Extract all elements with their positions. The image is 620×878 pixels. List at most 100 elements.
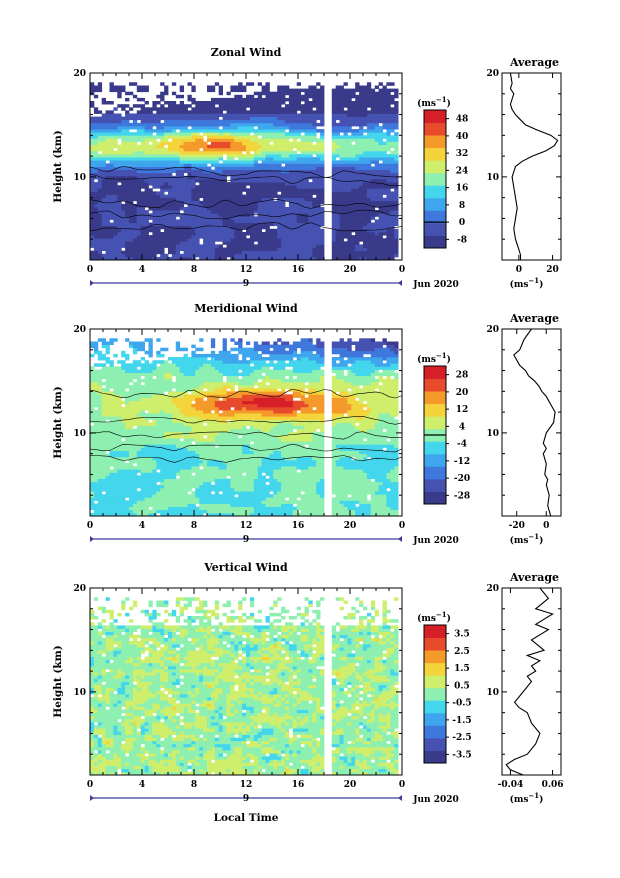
heatmap-cell — [359, 220, 363, 224]
heatmap-cell — [121, 132, 125, 136]
heatmap-cell — [301, 198, 305, 202]
heatmap-cell — [102, 223, 106, 227]
heatmap-cell — [184, 223, 188, 227]
heatmap-cell — [359, 138, 363, 142]
heatmap-cell — [152, 432, 156, 436]
heatmap-cell — [149, 404, 153, 408]
heatmap-cell — [305, 201, 309, 205]
heatmap-cell — [94, 472, 98, 476]
heatmap-cell — [191, 107, 195, 111]
heatmap-cell — [94, 132, 98, 136]
heatmap-cell — [227, 142, 231, 146]
heatmap-cell — [320, 201, 324, 205]
heatmap-cell — [149, 410, 153, 414]
heatmap-cell — [246, 132, 250, 136]
heatmap-cell — [289, 98, 293, 102]
heatmap-cell — [289, 107, 293, 111]
heatmap-cell — [355, 176, 359, 180]
heatmap-cell — [137, 441, 141, 445]
heatmap-cell — [106, 167, 110, 171]
heatmap-cell — [223, 182, 227, 186]
heatmap-cell — [137, 382, 141, 386]
heatmap-cell — [117, 419, 121, 423]
heatmap-cell — [145, 401, 149, 405]
heatmap-cell — [98, 173, 102, 177]
heatmap-cell — [133, 454, 137, 458]
heatmap-cell — [223, 117, 227, 121]
heatmap-cell — [227, 145, 231, 149]
heatmap-cell — [379, 110, 383, 114]
heatmap-cell — [195, 238, 199, 242]
heatmap-cell — [211, 148, 215, 152]
heatmap-cell — [125, 426, 129, 430]
heatmap-cell — [176, 241, 180, 245]
heatmap-cell — [172, 163, 176, 167]
heatmap-cell — [113, 86, 117, 90]
heatmap-cell — [254, 235, 258, 239]
colorbar-swatch — [424, 236, 446, 249]
heatmap-cell — [375, 229, 379, 233]
heatmap-cell — [90, 145, 94, 149]
heatmap-cell — [305, 117, 309, 121]
heatmap-cell — [141, 117, 145, 121]
heatmap-cell — [176, 207, 180, 211]
heatmap-cell — [160, 226, 164, 230]
heatmap-cell — [277, 238, 281, 242]
heatmap-cell — [312, 163, 316, 167]
heatmap-cell — [172, 104, 176, 108]
heatmap-cell — [371, 132, 375, 136]
heatmap-cell — [191, 157, 195, 161]
heatmap-cell — [219, 145, 223, 149]
heatmap-cell — [164, 235, 168, 239]
colorbar-swatch — [424, 185, 446, 198]
heatmap-cell — [258, 104, 262, 108]
heatmap-cell — [246, 216, 250, 220]
heatmap-cell — [273, 238, 277, 242]
heatmap-cell — [359, 213, 363, 217]
heatmap-cell — [102, 160, 106, 164]
heatmap-cell — [293, 163, 297, 167]
heatmap-cell — [250, 204, 254, 208]
heatmap-cell — [316, 188, 320, 192]
heatmap-cell — [262, 188, 266, 192]
heatmap-cell — [133, 366, 137, 370]
heatmap-cell — [129, 476, 133, 480]
heatmap-cell — [180, 235, 184, 239]
heatmap-cell — [106, 142, 110, 146]
heatmap-cell — [234, 138, 238, 142]
heatmap-cell — [246, 145, 250, 149]
heatmap-cell — [133, 441, 137, 445]
heatmap-cell — [152, 244, 156, 248]
heatmap-cell — [184, 235, 188, 239]
heatmap-cell — [289, 173, 293, 177]
heatmap-cell — [301, 151, 305, 155]
heatmap-cell — [238, 145, 242, 149]
heatmap-cell — [367, 163, 371, 167]
heatmap-cell — [340, 167, 344, 171]
heatmap-cell — [266, 151, 270, 155]
heatmap-cell — [125, 357, 129, 361]
heatmap-cell — [359, 251, 363, 255]
heatmap-cell — [137, 342, 141, 346]
heatmap-cell — [164, 254, 168, 257]
heatmap-cell — [168, 210, 172, 214]
heatmap-cell — [133, 195, 137, 199]
heatmap-cell — [141, 142, 145, 146]
heatmap-cell — [102, 482, 106, 486]
heatmap-cell — [386, 179, 390, 183]
heatmap-cell — [269, 254, 273, 257]
heatmap-cell — [390, 220, 394, 224]
heatmap-cell — [172, 185, 176, 189]
heatmap-cell — [121, 388, 125, 392]
heatmap-cell — [160, 195, 164, 199]
heatmap-cell — [156, 195, 160, 199]
heatmap-cell — [250, 154, 254, 158]
heatmap-cell — [269, 185, 273, 189]
heatmap-cell — [254, 142, 258, 146]
heatmap-cell — [363, 176, 367, 180]
heatmap-cell — [250, 98, 254, 102]
heatmap-cell — [133, 348, 137, 352]
heatmap-cell — [211, 86, 215, 90]
heatmap-cell — [133, 241, 137, 245]
heatmap-cell — [375, 92, 379, 96]
